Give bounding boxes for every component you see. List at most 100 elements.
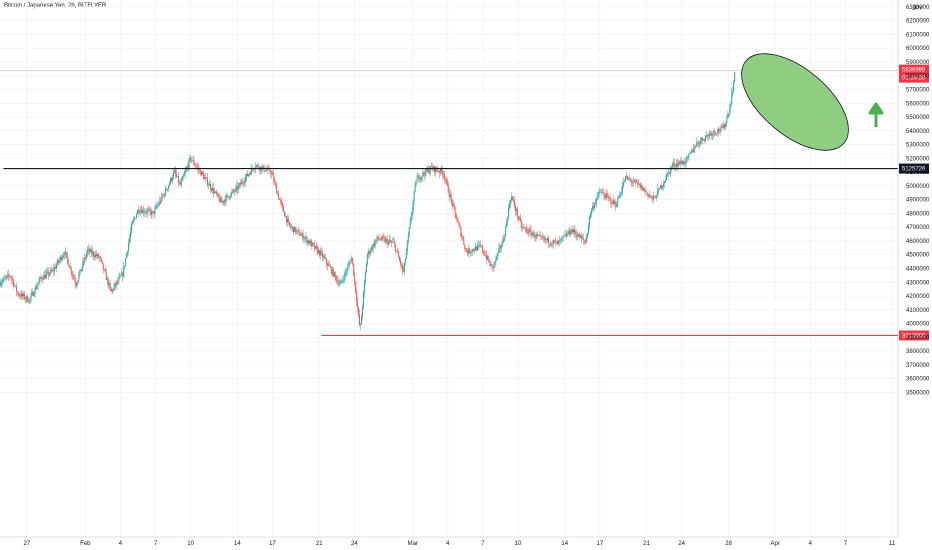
candle-body [274,181,276,183]
candle-body [331,269,333,274]
candle-body [647,193,649,197]
candle-body [85,256,87,258]
candle-body [610,198,612,204]
candle-body [587,233,589,238]
candle-body [471,251,473,253]
candle-body [373,243,375,246]
candle-body [680,161,682,164]
candle-body [691,149,693,153]
candle-body [558,240,560,242]
candle-body [679,161,681,165]
candle-body [302,233,304,240]
candle-body [165,188,167,196]
candle-body [179,182,181,186]
candle-body [413,191,415,202]
candle-body [399,256,401,261]
candle-body [570,233,572,235]
candle-body [668,172,670,174]
candle-body [621,191,623,194]
candle-body [716,132,718,134]
candle-body [606,193,608,196]
candle-body [312,242,314,244]
candle-body [227,195,229,197]
y-tick-label: 5300000 [906,143,930,149]
candle-body [173,170,175,173]
candle-body [676,163,678,167]
candle-body [637,182,639,185]
candle-body [204,177,206,179]
y-tick-label: 5700000 [906,88,930,94]
candle-body [332,269,334,277]
candle-body [73,276,75,280]
candle-body [86,253,88,258]
candle-body [546,238,548,241]
candle-body [267,168,269,171]
candle-body [590,209,592,214]
candle-body [156,206,158,207]
candle-body [664,181,666,184]
candle-body [455,212,457,219]
candle-body [98,256,100,258]
candle-body [539,235,541,237]
candle-body [464,244,466,249]
candle-body [291,227,293,228]
candle-body [722,126,724,129]
candle-body [475,246,477,251]
candle-body [334,272,336,276]
candle-body [339,283,341,285]
candle-body [588,225,590,234]
candle-body [24,298,26,300]
candle-body [513,201,515,207]
candle-body [123,266,125,277]
candle-body [276,185,278,194]
candle-body [200,170,202,176]
candle-body [350,262,352,263]
candle-body [371,247,373,250]
candle-body [502,239,504,245]
candle-body [445,180,447,181]
candle-body [377,236,379,239]
candle-body [79,269,81,275]
candle-body [580,235,582,239]
candle-body [518,217,520,219]
candle-body [17,291,19,294]
candle-body [246,173,248,176]
candle-body [549,243,551,245]
candle-body [83,261,85,263]
candle-body [25,296,27,299]
candle-body [614,202,616,204]
candle-body [49,273,51,276]
candle-body [271,173,273,175]
candle-body [23,294,25,299]
candle-body [656,196,658,199]
candle-body [353,263,355,276]
candle-body [9,276,11,277]
candle-body [696,142,698,146]
candle-body [342,279,344,281]
candle-body [343,279,345,280]
candle-body [457,220,459,223]
candle-body [400,264,402,266]
candle-body [211,187,213,191]
candle-body [166,188,168,190]
candle-body [592,206,594,209]
candle-body [589,213,591,217]
candle-body [401,264,403,270]
candle-body [122,272,124,277]
level-tag [899,330,929,341]
candle-body [419,179,421,181]
candle-body [142,209,144,213]
candle-body [567,233,569,235]
candle-body [32,292,34,296]
candle-body [51,270,53,272]
y-tick-label: 5800000 [906,74,930,80]
candle-body [370,247,372,252]
candle-body [673,162,675,167]
candle-body [273,175,275,182]
candle-body [107,278,109,286]
candle-body [213,191,215,194]
candle-body [473,249,475,251]
candle-body [63,254,65,256]
